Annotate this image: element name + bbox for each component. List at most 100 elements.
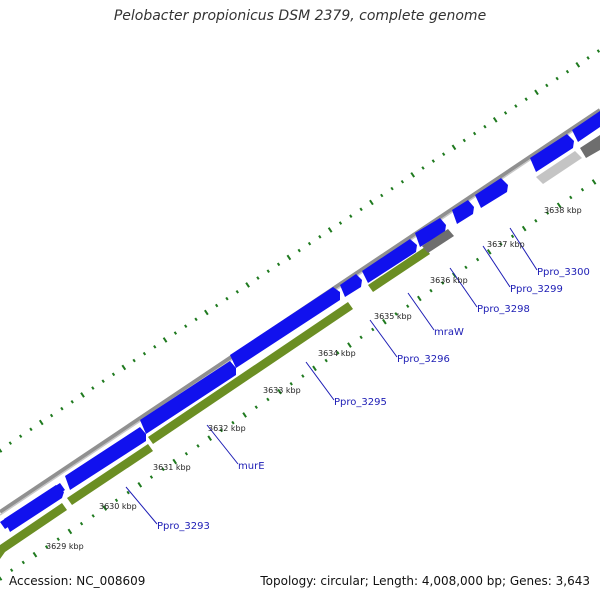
tick-dot xyxy=(483,124,487,129)
forward-cds xyxy=(65,427,146,490)
tick-dot xyxy=(514,104,518,108)
tick-dot xyxy=(586,56,590,60)
leader-Ppro_3300 xyxy=(509,227,538,271)
tick-dot xyxy=(101,379,105,384)
gene-label-Ppro_3300: Ppro_3300 xyxy=(537,267,590,278)
tick-dot xyxy=(277,388,282,395)
scale-label: 3635 kbp xyxy=(374,312,412,321)
accession-label: Accession: NC_008609 xyxy=(9,574,146,588)
tick-dot xyxy=(207,435,213,442)
tick-dot xyxy=(359,335,363,340)
tick-dot xyxy=(111,372,116,377)
tick-dot xyxy=(18,434,23,439)
tick-dot xyxy=(196,444,200,448)
forward-cds xyxy=(475,178,508,208)
tick-dot xyxy=(417,295,422,302)
scale-labels: 3629 kbp 3630 kbp 3631 kbp 3632 kbp 3633… xyxy=(46,206,582,551)
tick-dot xyxy=(565,69,570,74)
forward-cds xyxy=(362,239,417,283)
pseudo-gene xyxy=(580,135,600,158)
map-title: Pelobacter propionicus DSM 2379, complet… xyxy=(113,8,487,24)
reverse-cds xyxy=(148,302,353,444)
tick-dot xyxy=(225,296,229,301)
tick-dot xyxy=(67,528,73,535)
tick-dot xyxy=(359,207,363,212)
tick-dot xyxy=(266,269,270,273)
scale-label: 3634 kbp xyxy=(318,349,356,358)
tick-dots xyxy=(0,49,600,581)
gene-labels: Ppro_3293 murE Ppro_3295 Ppro_3296 mraW … xyxy=(157,267,590,532)
gene-label-mraW: mraW xyxy=(434,327,464,338)
tick-dot xyxy=(492,117,498,123)
tick-dot xyxy=(162,337,168,343)
tick-dot xyxy=(153,345,157,349)
tick-dot xyxy=(32,551,38,558)
tick-dot xyxy=(215,303,219,308)
forward-strand-genes xyxy=(0,111,600,532)
leader-Ppro_3293 xyxy=(125,486,158,525)
tick-dot xyxy=(596,49,600,53)
tick-dot xyxy=(575,62,581,68)
tick-dot xyxy=(429,288,433,293)
tick-dot xyxy=(421,166,425,170)
gene-label-Ppro_3298: Ppro_3298 xyxy=(477,304,530,315)
tick-dot xyxy=(184,451,189,456)
forward-cds xyxy=(230,287,340,368)
tick-dot xyxy=(410,172,416,178)
reverse-cds xyxy=(0,503,67,559)
tick-dot xyxy=(475,257,480,262)
tick-dot xyxy=(591,179,597,185)
tick-dot xyxy=(56,537,60,541)
tick-dot xyxy=(545,211,550,215)
tick-dot xyxy=(38,419,44,426)
tick-dot xyxy=(318,234,322,239)
tick-dot xyxy=(254,405,258,409)
tick-dot xyxy=(102,505,108,511)
scale-label: 3636 kbp xyxy=(430,276,468,285)
tick-dot xyxy=(400,179,405,184)
tick-dot xyxy=(371,327,375,332)
tick-dot xyxy=(472,131,477,136)
tick-dot xyxy=(451,144,457,151)
tick-dot xyxy=(79,521,84,526)
tick-dot xyxy=(499,242,503,246)
pseudo-gene xyxy=(536,151,582,184)
tick-dot xyxy=(534,218,538,223)
forward-cds xyxy=(452,200,474,224)
tick-dot xyxy=(390,186,394,191)
leader-Ppro_3298 xyxy=(449,267,478,308)
tick-dot xyxy=(301,374,305,378)
gene-label-murE: murE xyxy=(238,461,265,472)
tick-dot xyxy=(235,289,239,294)
tick-dot xyxy=(126,490,130,495)
leader-Ppro_3299 xyxy=(482,245,511,288)
tick-dot xyxy=(324,358,328,363)
tick-dot xyxy=(462,138,466,143)
tick-dot xyxy=(91,514,95,518)
forward-cds xyxy=(415,218,446,247)
gene-leaders xyxy=(125,227,538,525)
tick-dot xyxy=(60,406,64,411)
forward-cds xyxy=(572,111,600,142)
tick-dot xyxy=(380,193,384,198)
tick-dot xyxy=(194,317,198,322)
scale-label: 3633 kbp xyxy=(263,386,301,395)
leader-murE xyxy=(206,424,239,465)
tick-dot xyxy=(289,382,293,386)
tick-dot xyxy=(580,187,585,192)
tick-dot xyxy=(245,282,250,288)
reverse-cds xyxy=(67,444,153,505)
tick-dot xyxy=(0,448,3,453)
tick-dot xyxy=(49,413,54,418)
tick-dot xyxy=(8,441,12,445)
tick-dot xyxy=(503,111,508,115)
leader-Ppro_3295 xyxy=(305,361,335,401)
gene-label-Ppro_3299: Ppro_3299 xyxy=(510,284,563,295)
tick-dot xyxy=(369,199,374,206)
reverse-strand-genes xyxy=(0,135,600,559)
tick-dot xyxy=(29,427,33,432)
forward-cds xyxy=(140,361,236,434)
tick-dot xyxy=(307,241,312,246)
tick-dot xyxy=(347,342,352,348)
